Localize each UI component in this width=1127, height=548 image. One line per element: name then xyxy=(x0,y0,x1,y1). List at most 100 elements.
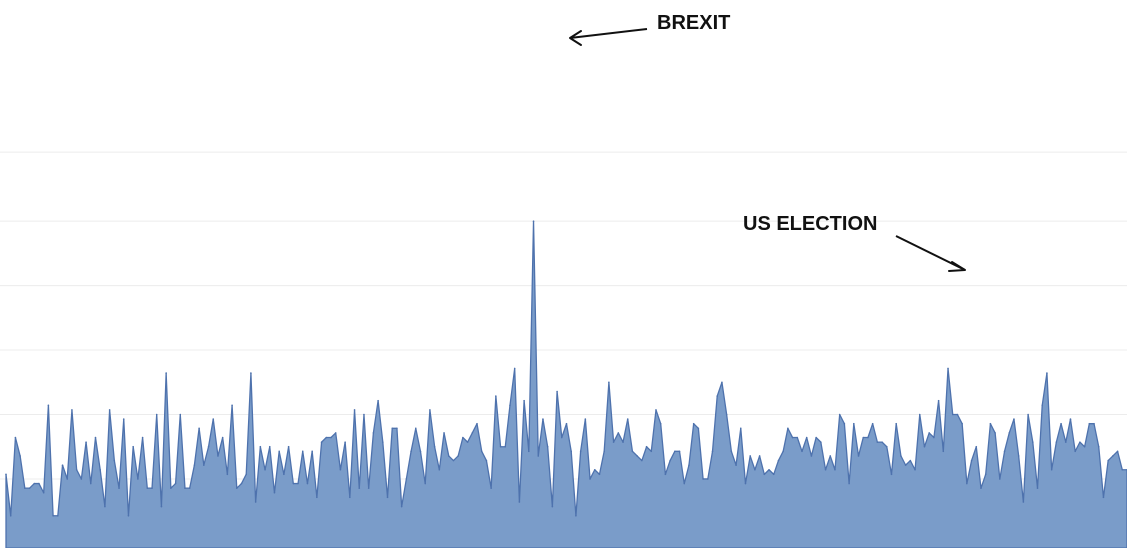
data-point xyxy=(895,422,898,425)
data-point xyxy=(47,404,50,407)
data-point xyxy=(956,413,959,416)
series xyxy=(5,220,1127,548)
data-point xyxy=(28,487,31,489)
data-point xyxy=(344,441,346,443)
data-point xyxy=(174,482,177,485)
data-point xyxy=(509,404,511,407)
series-area xyxy=(5,220,1127,548)
data-point xyxy=(325,436,328,439)
data-point xyxy=(1069,418,1072,420)
data-point xyxy=(396,427,398,430)
data-point xyxy=(617,432,620,434)
data-point xyxy=(363,413,365,416)
data-point xyxy=(744,482,747,485)
data-point xyxy=(287,445,290,448)
data-point xyxy=(320,441,323,443)
data-point xyxy=(235,487,238,489)
data-point xyxy=(791,436,794,439)
data-point xyxy=(349,496,351,499)
data-point xyxy=(659,422,662,425)
data-point xyxy=(636,455,638,457)
data-point xyxy=(452,459,455,462)
data-point xyxy=(179,413,182,416)
data-point xyxy=(838,413,841,416)
data-point xyxy=(316,496,318,499)
data-point xyxy=(1083,445,1086,448)
data-point xyxy=(400,505,403,508)
data-point xyxy=(546,445,549,448)
data-point xyxy=(306,482,309,485)
data-point xyxy=(669,459,671,462)
data-point xyxy=(9,514,12,517)
data-point xyxy=(410,450,412,453)
data-point xyxy=(692,422,695,425)
data-point xyxy=(947,367,949,370)
data-point xyxy=(457,455,459,457)
data-point xyxy=(980,487,982,489)
data-point xyxy=(1017,455,1020,457)
data-point xyxy=(862,436,865,439)
data-point xyxy=(311,450,313,453)
data-point xyxy=(122,418,125,420)
data-point xyxy=(386,496,389,499)
data-point xyxy=(429,409,431,411)
data-point xyxy=(1079,441,1081,443)
data-point xyxy=(754,468,756,471)
data-point xyxy=(71,409,73,411)
data-point xyxy=(476,422,478,425)
data-point xyxy=(466,441,469,443)
data-point xyxy=(52,514,54,517)
data-point xyxy=(42,491,45,494)
data-point xyxy=(259,445,262,448)
data-point xyxy=(108,409,111,411)
data-point xyxy=(589,478,591,480)
data-point xyxy=(137,478,139,480)
annotation-label-us-election: US ELECTION xyxy=(743,213,877,235)
data-point xyxy=(975,445,978,448)
data-point xyxy=(984,473,987,476)
data-point xyxy=(146,487,149,489)
data-point xyxy=(829,455,832,457)
data-point xyxy=(160,505,163,508)
data-point xyxy=(99,468,101,471)
data-point xyxy=(655,409,657,411)
data-point xyxy=(301,450,304,453)
data-point xyxy=(155,413,158,416)
data-point xyxy=(1032,441,1034,443)
data-point xyxy=(848,482,850,485)
data-point xyxy=(1121,468,1124,471)
data-point xyxy=(999,478,1001,480)
data-point xyxy=(1036,487,1039,489)
data-point xyxy=(513,367,516,370)
data-point xyxy=(1060,422,1062,425)
data-point xyxy=(1064,441,1067,443)
data-point xyxy=(758,455,761,457)
data-point xyxy=(966,482,968,485)
data-point xyxy=(810,455,813,457)
data-point xyxy=(193,464,196,466)
data-point xyxy=(641,459,643,462)
data-point xyxy=(19,455,21,457)
data-point xyxy=(683,482,686,485)
data-point xyxy=(495,395,497,397)
data-point xyxy=(579,450,582,453)
data-point xyxy=(721,381,723,384)
data-point xyxy=(777,459,780,462)
data-point xyxy=(815,436,817,439)
data-point xyxy=(188,487,191,489)
data-point xyxy=(462,436,464,439)
data-point xyxy=(104,505,106,508)
data-point xyxy=(593,468,596,471)
data-point xyxy=(631,450,634,453)
data-point xyxy=(725,413,728,416)
data-point xyxy=(1008,432,1011,434)
data-point xyxy=(433,445,436,448)
data-point xyxy=(250,372,252,374)
annotation-arrow-brexit xyxy=(569,28,648,39)
data-point xyxy=(664,473,667,476)
data-point xyxy=(85,441,87,443)
data-point xyxy=(217,455,219,457)
data-point xyxy=(542,418,544,420)
data-point xyxy=(716,395,719,397)
